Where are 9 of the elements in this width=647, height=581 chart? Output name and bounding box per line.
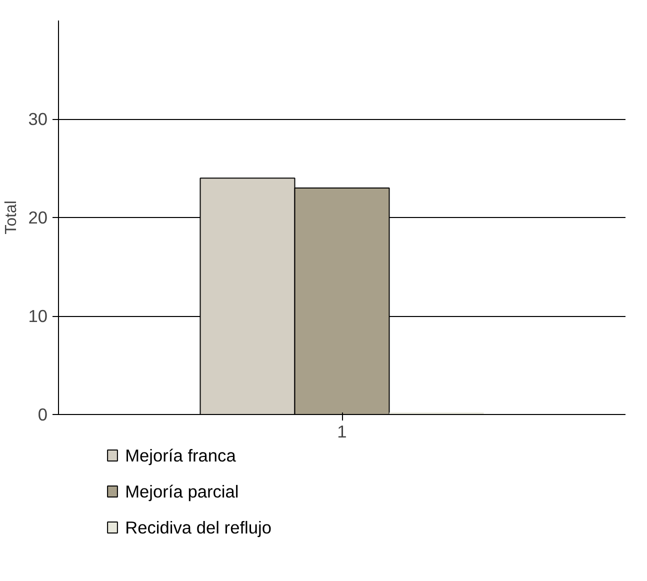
y-tick-label: 10 bbox=[28, 306, 48, 326]
legend-label: Mejoría franca bbox=[125, 446, 236, 466]
y-tick-label: 0 bbox=[38, 404, 48, 424]
y-axis-title: Total bbox=[3, 200, 20, 234]
legend-label: Recidiva del reflujo bbox=[125, 518, 272, 538]
y-tick-label: 30 bbox=[28, 109, 48, 129]
y-tick-label: 20 bbox=[28, 208, 48, 228]
legend-label: Mejoría parcial bbox=[125, 482, 239, 502]
x-tick-label: 1 bbox=[337, 422, 347, 442]
